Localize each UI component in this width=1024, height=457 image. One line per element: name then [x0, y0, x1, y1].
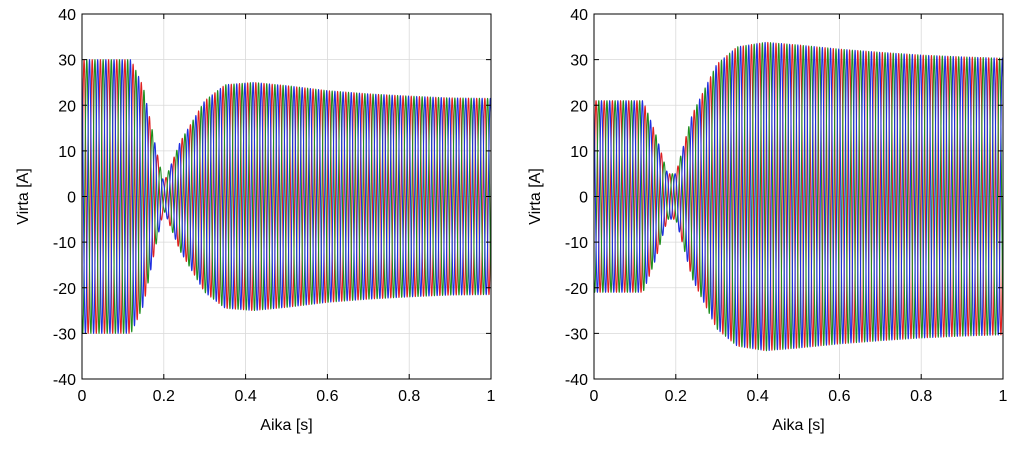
x-tick-label: 0.4: [234, 388, 256, 405]
series-group: [594, 41, 1003, 352]
y-tick-label: 10: [570, 144, 588, 161]
x-tick-label: 0.6: [316, 388, 338, 405]
y-tick-label: 40: [58, 7, 76, 24]
x-tick-label: 0.8: [910, 388, 932, 405]
series-line-3: [594, 41, 1003, 351]
y-tick-label: 30: [58, 53, 76, 70]
series-group: [82, 59, 491, 334]
y-tick-label: -10: [565, 235, 588, 252]
y-tick-label: -30: [53, 326, 76, 343]
x-tick-label: 0.4: [746, 388, 768, 405]
chart-right: 0 0.2 0.4 0.6 0.8 1 -40 -30 -20 -10 0 10 20 30 40 Aika …: [527, 7, 1008, 434]
x-tick-label: 0.8: [398, 388, 420, 405]
x-tick-label: 1: [999, 388, 1008, 405]
y-tick-label: 20: [570, 98, 588, 115]
x-axis-label: Aika [s]: [772, 417, 824, 434]
y-tick-label: 40: [570, 7, 588, 24]
y-tick-label: -30: [565, 326, 588, 343]
x-tick-label: 0: [78, 388, 87, 405]
y-tick-label: 10: [58, 144, 76, 161]
y-tick-label: -20: [53, 281, 76, 298]
y-tick-label: -10: [53, 235, 76, 252]
series-line-2: [594, 42, 1003, 352]
x-tick-label: 0: [590, 388, 599, 405]
x-axis-label: Aika [s]: [260, 417, 312, 434]
x-tick-label: 0.6: [828, 388, 850, 405]
y-tick-label: -40: [53, 372, 76, 389]
y-axis-label: Virta [A]: [527, 168, 544, 225]
series-line-3: [82, 59, 491, 334]
x-tick-label: 1: [487, 388, 496, 405]
series-line-1: [82, 59, 491, 334]
y-tick-label: 0: [67, 190, 76, 207]
series-line-2: [82, 59, 491, 334]
chart-left: 0 0.2 0.4 0.6 0.8 1 -40 -30 -20 -10 0 10 20 30 40 Aika …: [15, 7, 496, 434]
series-line-1: [594, 41, 1003, 351]
y-tick-label: 20: [58, 98, 76, 115]
x-tick-label: 0.2: [665, 388, 687, 405]
y-tick-label: 30: [570, 53, 588, 70]
y-tick-label: -20: [565, 281, 588, 298]
y-tick-label: -40: [565, 372, 588, 389]
y-tick-label: 0: [579, 190, 588, 207]
y-axis-label: Virta [A]: [15, 168, 32, 225]
x-tick-label: 0.2: [153, 388, 175, 405]
